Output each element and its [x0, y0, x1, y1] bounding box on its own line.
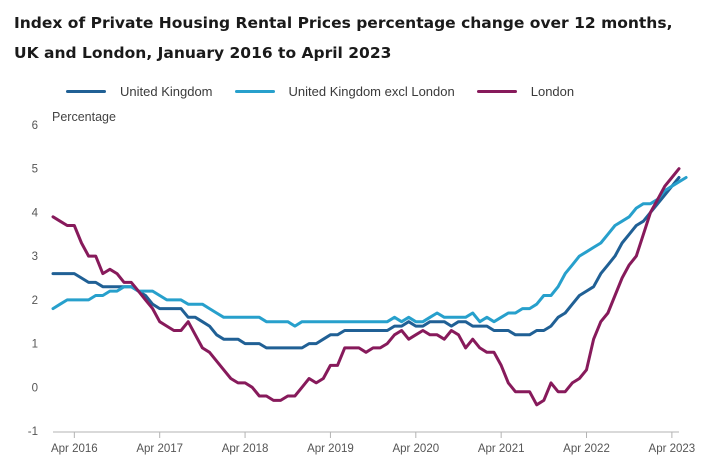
series-line-london — [51, 167, 681, 407]
chart-title-line-2: UK and London, January 2016 to April 202… — [14, 44, 392, 62]
x-tick-label: Apr 2017 — [136, 443, 183, 455]
x-tick-label: Apr 2019 — [307, 443, 354, 455]
legend-swatch-london — [476, 89, 517, 93]
y-axis-label: Percentage — [52, 110, 116, 124]
chart-legend: United Kingdom United Kingdom excl Londo… — [66, 82, 596, 100]
legend-label-uk: United Kingdom — [120, 83, 213, 99]
y-tick-label: 4 — [32, 207, 39, 219]
legend-item-london[interactable]: London — [476, 83, 575, 99]
x-tick-label: Apr 2018 — [222, 443, 269, 455]
y-tick-label: 0 — [32, 382, 38, 394]
y-tick-label: 6 — [32, 120, 38, 132]
x-tick-label: Apr 2020 — [392, 443, 439, 455]
chart-title: Index of Private Housing Rental Prices p… — [14, 8, 704, 68]
chart-title-line-1: Index of Private Housing Rental Prices p… — [14, 14, 673, 32]
y-tick-label: 2 — [32, 295, 38, 307]
series-line-united-kingdom — [51, 176, 681, 350]
x-tick-label: Apr 2023 — [649, 443, 696, 455]
y-tick-label: 1 — [32, 339, 38, 351]
y-tick-label: 5 — [32, 164, 38, 176]
x-tick-label: Apr 2021 — [478, 443, 525, 455]
legend-item-uk-excl-london[interactable]: United Kingdom excl London — [234, 83, 455, 99]
y-tick-label: 3 — [32, 251, 38, 263]
x-tick-label: Apr 2016 — [51, 443, 98, 455]
legend-item-uk[interactable]: United Kingdom — [66, 84, 213, 99]
x-tick-label: Apr 2022 — [563, 443, 610, 455]
series-line-united-kingdom-excl-london — [51, 176, 688, 328]
legend-label-uk-excl-london: United Kingdom excl London — [288, 83, 455, 99]
legend-swatch-uk — [66, 89, 106, 93]
legend-swatch-uk-excl-london — [234, 89, 275, 93]
y-tick-label: -1 — [28, 426, 38, 438]
legend-label-london: London — [530, 83, 575, 99]
